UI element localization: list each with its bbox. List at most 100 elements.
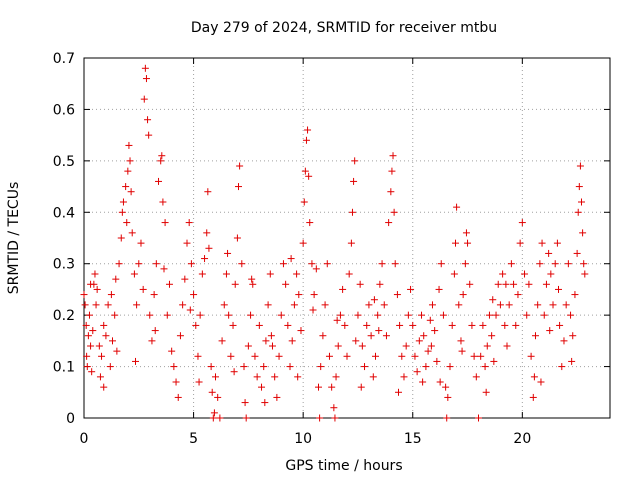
data-point <box>395 388 403 396</box>
data-point <box>378 260 386 268</box>
data-point <box>249 280 257 288</box>
data-point <box>568 357 576 365</box>
data-point <box>216 414 224 422</box>
plot-frame <box>83 57 611 419</box>
data-point <box>133 301 141 309</box>
data-point <box>123 219 131 227</box>
data-point <box>343 352 351 360</box>
data-point <box>225 311 233 319</box>
data-point <box>186 306 194 314</box>
data-point <box>483 342 491 350</box>
data-point <box>356 280 364 288</box>
data-point <box>88 368 96 376</box>
data-point <box>516 239 524 247</box>
data-point <box>462 229 470 237</box>
data-point <box>529 393 537 401</box>
data-point <box>387 188 395 196</box>
data-point <box>361 363 369 371</box>
data-point <box>144 116 152 124</box>
data-point <box>546 327 554 335</box>
data-point <box>84 332 92 340</box>
data-point <box>308 260 316 268</box>
data-point <box>442 383 450 391</box>
data-point <box>294 373 302 381</box>
data-point <box>310 291 318 299</box>
data-point <box>503 342 511 350</box>
data-point <box>229 321 237 329</box>
data-point <box>375 327 383 335</box>
data-point <box>510 280 518 288</box>
data-point <box>288 337 296 345</box>
data-point <box>374 311 382 319</box>
data-point <box>358 342 366 350</box>
data-point <box>426 316 434 324</box>
data-point <box>502 280 510 288</box>
data-point <box>481 363 489 371</box>
x-tick-label: 0 <box>80 431 89 447</box>
data-point <box>279 260 287 268</box>
data-point <box>521 270 529 278</box>
data-point <box>301 167 309 175</box>
data-point <box>507 260 515 268</box>
data-point <box>558 363 566 371</box>
y-tick-label: 0.6 <box>53 102 75 118</box>
data-point <box>436 378 444 386</box>
data-point <box>230 368 238 376</box>
data-point <box>96 373 104 381</box>
data-point <box>411 352 419 360</box>
data-point <box>530 373 538 381</box>
data-point <box>91 270 99 278</box>
data-point <box>556 321 564 329</box>
data-point <box>235 183 243 191</box>
data-point <box>309 306 317 314</box>
data-point <box>341 321 349 329</box>
data-point <box>242 414 250 422</box>
data-point <box>571 291 579 299</box>
data-point <box>192 321 200 329</box>
data-point <box>111 311 119 319</box>
data-point <box>365 301 373 309</box>
data-point <box>316 414 324 422</box>
data-point <box>100 321 108 329</box>
data-point <box>112 275 120 283</box>
data-point <box>477 352 485 360</box>
data-point <box>435 285 443 293</box>
data-point <box>231 280 239 288</box>
data-point <box>464 239 472 247</box>
data-point <box>390 208 398 216</box>
data-point <box>402 342 410 350</box>
x-tick-label: 15 <box>404 431 422 447</box>
data-point <box>501 321 509 329</box>
data-point <box>391 260 399 268</box>
data-point <box>317 363 325 371</box>
data-point <box>331 414 339 422</box>
data-point <box>268 342 276 350</box>
data-point <box>82 321 90 329</box>
data-point <box>98 352 106 360</box>
data-point <box>248 275 256 283</box>
data-point <box>538 239 546 247</box>
data-point <box>255 321 263 329</box>
data-point <box>122 183 130 191</box>
data-point <box>293 270 301 278</box>
data-point <box>523 311 531 319</box>
data-point <box>333 316 341 324</box>
data-point <box>306 219 314 227</box>
data-point <box>369 373 377 381</box>
data-point <box>499 270 507 278</box>
data-point <box>424 347 432 355</box>
data-point <box>251 352 259 360</box>
data-point <box>81 301 89 309</box>
data-point <box>209 414 217 422</box>
data-point <box>554 285 562 293</box>
data-point <box>562 301 570 309</box>
data-point <box>505 301 513 309</box>
data-point <box>125 141 133 149</box>
data-point <box>400 373 408 381</box>
data-point <box>207 363 215 371</box>
data-point <box>578 198 586 206</box>
data-point <box>581 270 589 278</box>
data-point <box>83 352 91 360</box>
data-point <box>260 363 268 371</box>
data-point <box>139 285 147 293</box>
